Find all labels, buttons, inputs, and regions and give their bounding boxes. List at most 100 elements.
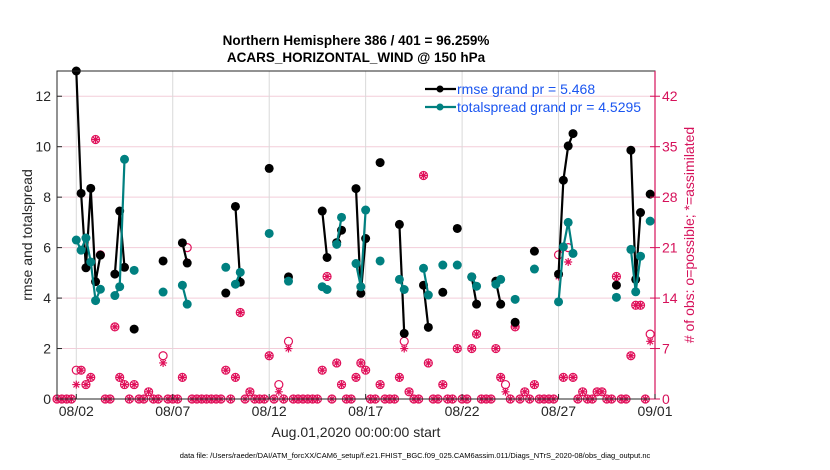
rmse-point <box>361 234 371 244</box>
spread-line <box>335 217 343 245</box>
obs-assimilated-marker <box>356 358 365 367</box>
rmse-point <box>558 175 568 185</box>
rmse-point <box>645 189 655 199</box>
y-tick-label-left: 10 <box>35 139 51 155</box>
spread-point <box>558 242 568 252</box>
spread-point <box>120 154 130 164</box>
obs-assimilated-marker <box>72 380 81 389</box>
obs-assimilated-marker <box>130 380 139 389</box>
rmse-point <box>351 184 361 194</box>
rmse-point <box>221 288 231 298</box>
spread-point <box>563 217 573 227</box>
obs-possible-marker <box>283 336 294 346</box>
rmse-point <box>529 246 539 256</box>
obs-assimilated-marker <box>631 301 640 310</box>
legend: rmse grand pr = 5.468 totalspread grand … <box>425 81 641 115</box>
spread-point <box>91 296 101 306</box>
x-tick-label: 08/17 <box>348 403 383 419</box>
rmse-line <box>321 210 329 258</box>
rmse-point <box>375 158 385 168</box>
rmse-point <box>636 208 646 218</box>
rmse-point <box>76 188 86 198</box>
obs-possible-marker <box>399 336 409 346</box>
obs-assimilated-marker <box>376 380 385 389</box>
obs-assimilated-marker <box>337 380 346 389</box>
y-tick-label-left: 12 <box>35 88 51 104</box>
spread-point <box>626 244 636 254</box>
x-tick-label: 08/12 <box>252 403 287 419</box>
obs-assimilated-marker <box>332 358 341 367</box>
obs-assimilated-marker <box>361 366 370 375</box>
y-tick-label-right: 21 <box>662 240 678 256</box>
obs-assimilated-marker <box>318 366 327 375</box>
grid <box>57 71 655 399</box>
spread-point <box>264 228 274 238</box>
spread-point <box>182 299 192 309</box>
obs-assimilated-marker <box>467 344 476 353</box>
rmse-point <box>626 145 636 155</box>
spread-point <box>332 239 342 249</box>
rmse-point <box>182 258 192 268</box>
rmse-point <box>177 238 187 248</box>
y-tick-label-left: 4 <box>43 290 51 306</box>
obs-possible-marker <box>500 379 511 390</box>
rmse-point <box>110 269 120 279</box>
spread-point <box>86 257 96 267</box>
spread-point <box>467 272 477 282</box>
x-tick-label: 08/02 <box>59 403 94 419</box>
obs-assimilated-marker <box>144 387 153 396</box>
obs-assimilated-marker <box>559 373 568 382</box>
y-axis-label-left: rmse and totalspread <box>19 169 35 301</box>
obs-assimilated-marker <box>472 330 481 339</box>
x-tick-label: 08/07 <box>155 403 190 419</box>
legend-spread-marker <box>436 103 444 111</box>
spread-point <box>177 280 187 290</box>
rmse-point <box>399 328 409 338</box>
obs-assimilated-marker <box>159 358 168 367</box>
obs-assimilated-marker <box>77 366 86 375</box>
spread-point <box>129 265 139 275</box>
series-lines <box>71 66 655 338</box>
obs-possible-marker <box>274 379 284 390</box>
spread-line <box>422 268 430 296</box>
obs-assimilated-marker <box>520 387 529 396</box>
obs-assimilated-marker <box>626 351 635 360</box>
rmse-line <box>470 276 478 305</box>
obs-assimilated-marker <box>81 380 90 389</box>
obs-assimilated-marker <box>569 373 578 382</box>
rmse-point <box>86 183 96 193</box>
legend-rmse-label: rmse grand pr = 5.468 <box>457 81 595 97</box>
obs-assimilated-marker <box>564 258 573 267</box>
obs-assimilated-marker <box>612 272 621 281</box>
rmse-point <box>129 324 139 334</box>
spread-point <box>95 284 105 294</box>
obs-assimilated-marker <box>593 387 602 396</box>
spread-point <box>221 262 231 272</box>
rmse-point <box>158 256 168 266</box>
obs-assimilated-marker <box>395 373 404 382</box>
axes-ticks: 0 2 4 6 8 10 12 0 7 14 21 28 35 42 08/02 08/07 08/12 08/1… <box>35 88 677 419</box>
obs-assimilated-marker <box>110 322 119 331</box>
obs-possible-marker <box>158 351 168 361</box>
spread-point <box>230 279 240 289</box>
spread-point <box>283 276 293 286</box>
legend-spread-label: totalspread grand pr = 4.5295 <box>457 99 641 115</box>
obs-assimilated-marker <box>284 344 293 353</box>
spread-point <box>361 205 371 215</box>
obs-assimilated-marker <box>352 373 360 382</box>
spread-point <box>472 281 482 291</box>
spread-point <box>419 263 429 273</box>
rmse-point <box>394 219 404 229</box>
y-tick-label-left: 2 <box>43 341 51 357</box>
obs-assimilated-marker <box>578 387 587 396</box>
y-tick-label-right: 42 <box>662 88 678 104</box>
spread-point <box>81 233 91 243</box>
spread-point <box>71 235 81 245</box>
spread-point <box>438 260 448 270</box>
spread-point <box>110 291 120 301</box>
obs-assimilated-marker <box>120 380 129 389</box>
spread-point <box>496 274 506 284</box>
rmse-point <box>568 129 578 139</box>
spread-point <box>115 282 125 292</box>
